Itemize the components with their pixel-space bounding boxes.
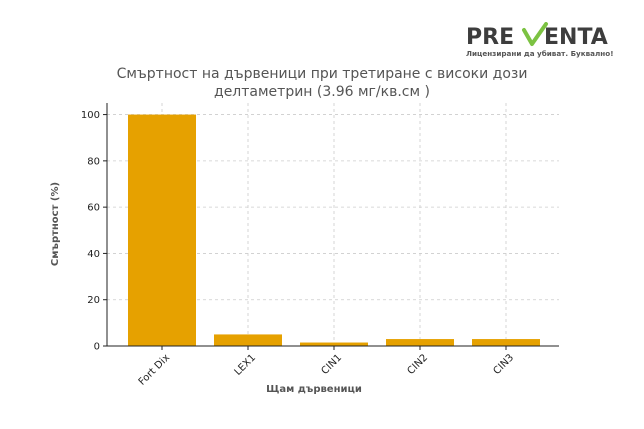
y-tick-label-0: 0: [94, 342, 100, 353]
logo-tagline: Лицензирани да убиват. Буквално!: [466, 49, 613, 58]
bar-lex1: [214, 334, 282, 346]
y-tick-label-4: 80: [87, 156, 100, 167]
preventa-logo: PRE ENTA Лицензирани да убиват. Буквално…: [466, 22, 613, 58]
bar-fort-dix: [128, 114, 196, 346]
bar-cin1: [300, 342, 368, 346]
bars: [128, 114, 540, 346]
y-ticks: 0 20 40 60 80 100: [81, 110, 107, 353]
x-ticks: Fort Dix LEX1 CIN1 CIN2 CIN3: [137, 346, 516, 388]
logo-brand-suffix: ENTA: [544, 25, 608, 50]
y-axis-label: Смъртност (%): [50, 182, 61, 266]
y-tick-label-3: 60: [87, 203, 100, 214]
logo-checkmark-icon: [522, 22, 548, 46]
x-tick-label-1: LEX1: [233, 352, 259, 378]
x-tick-label-0: Fort Dix: [137, 352, 172, 387]
x-axis-label: Щам дървеници: [266, 384, 362, 395]
chart-title-line2: делтаметрин (3.96 мг/кв.см ): [214, 84, 430, 100]
logo-brand-prefix: PRE: [466, 25, 514, 50]
x-tick-label-2: CIN1: [320, 352, 345, 377]
y-tick-label-1: 20: [87, 295, 100, 306]
y-tick-label-2: 40: [87, 249, 100, 260]
x-tick-label-3: CIN2: [406, 352, 431, 377]
bar-cin2: [386, 339, 454, 346]
bar-cin3: [472, 339, 540, 346]
x-tick-label-4: CIN3: [492, 352, 517, 377]
chart-title-line1: Смъртност на дървеници при третиране с в…: [117, 66, 528, 82]
y-tick-label-5: 100: [81, 110, 100, 121]
